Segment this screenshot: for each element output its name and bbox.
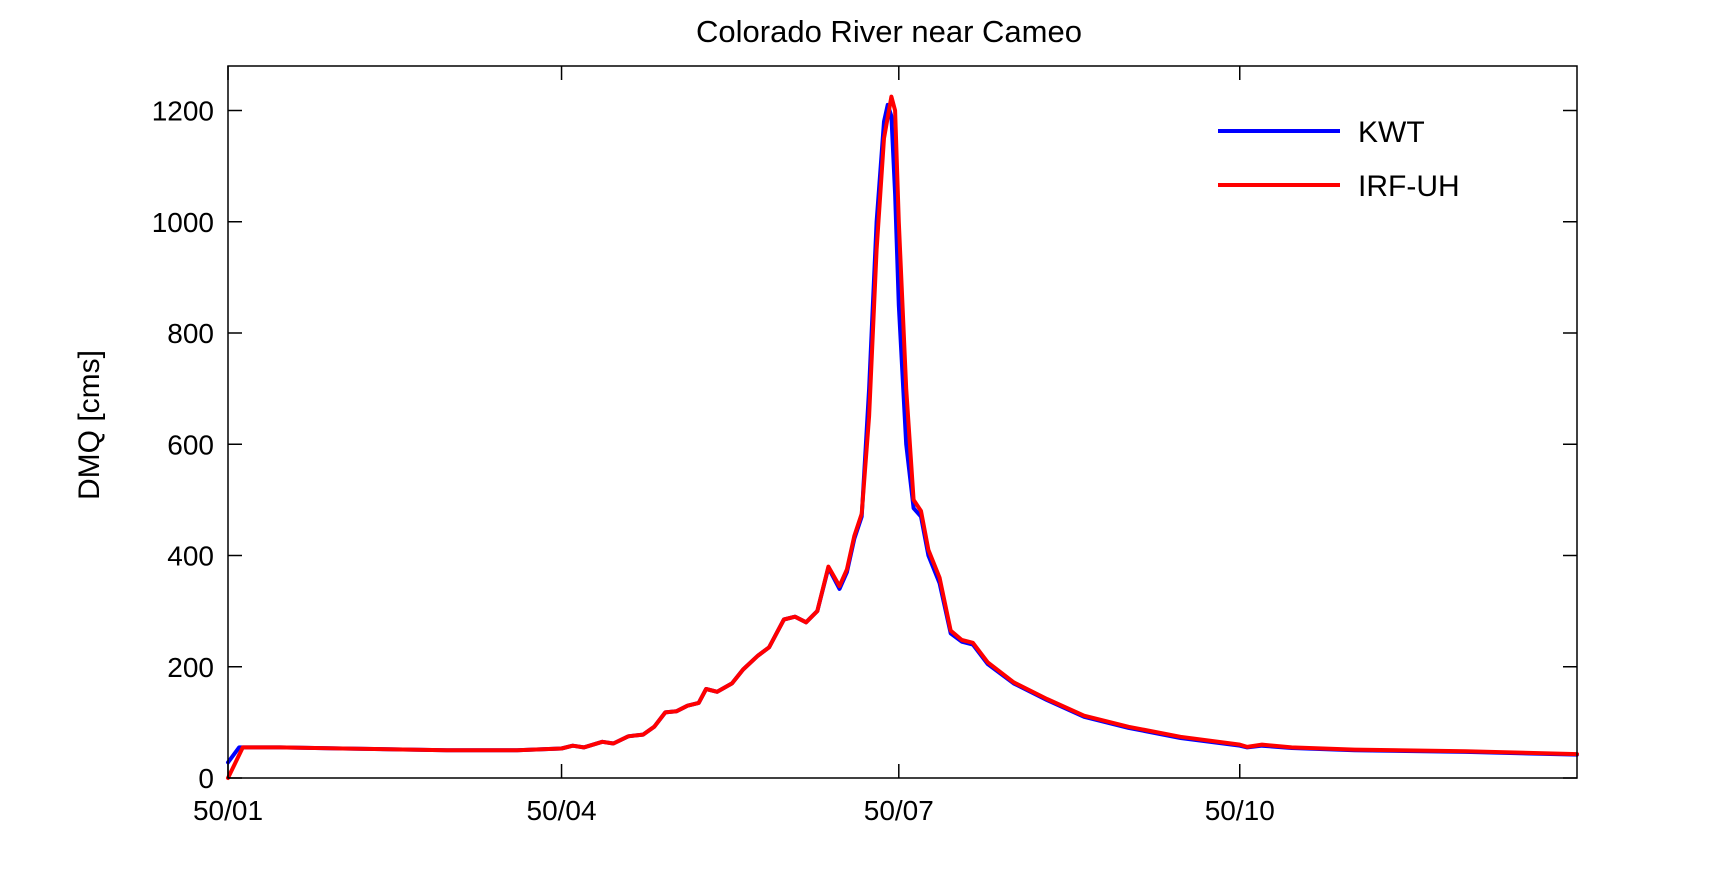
y-tick-label: 0 [198,763,214,794]
y-tick-label: 400 [167,541,214,572]
legend-label: IRF-UH [1358,170,1460,203]
plot-frame [227,65,1578,779]
series-line-irf-uh [226,94,1579,780]
legend-label: KWT [1358,116,1425,149]
axes-layer: 0 200 400 600 800 1000 1200 50/01 50/04 50/07 50/1… [152,65,1578,826]
y-tick-label: 600 [167,429,214,460]
y-tick-label: 200 [167,652,214,683]
y-tick-label: 1200 [152,96,214,127]
y-axis-label: DMQ [cms] [73,350,106,500]
x-tick-label: 50/07 [864,795,934,826]
y-tick-label: 1000 [152,207,214,238]
chart-title: Colorado River near Cameo [696,14,1082,49]
series-layer [226,94,1579,780]
x-tick-label: 50/01 [193,795,263,826]
x-tick-label: 50/04 [527,795,597,826]
y-tick-label: 800 [167,318,214,349]
legend: KWT IRF-UH [1218,116,1460,203]
x-tick-label: 50/10 [1205,795,1275,826]
